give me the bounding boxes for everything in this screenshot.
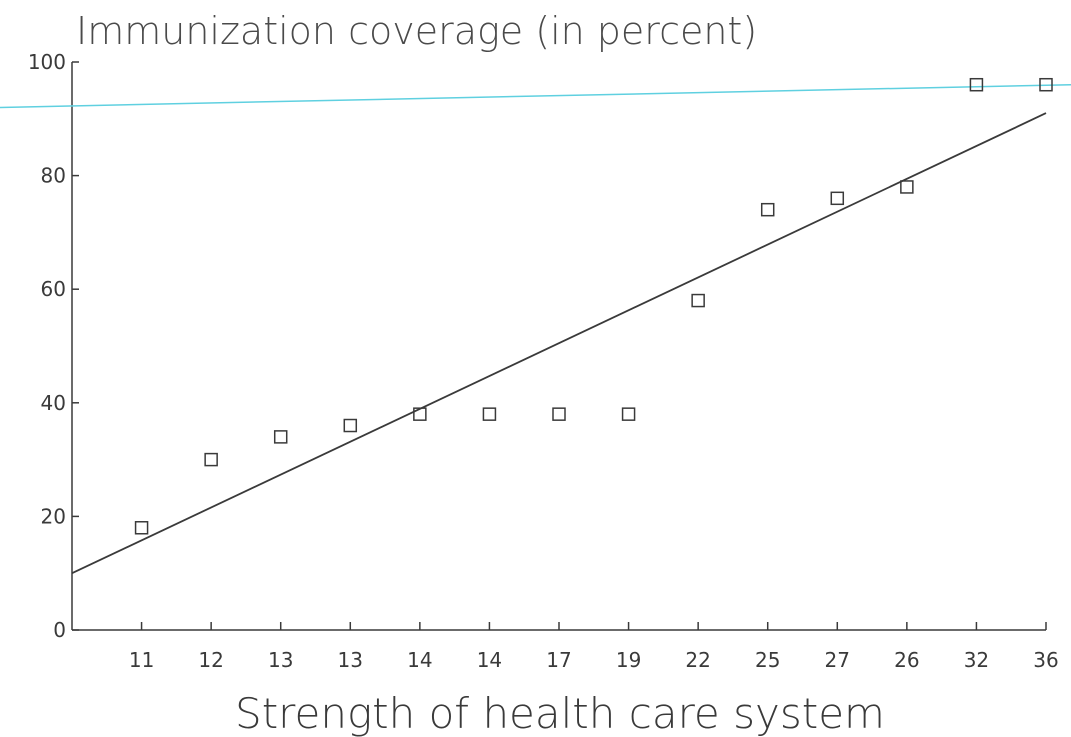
data-point <box>482 407 497 421</box>
x-tick-label: 22 <box>685 648 710 672</box>
x-tick-label: 13 <box>268 648 293 672</box>
data-point <box>134 521 149 535</box>
data-point <box>969 77 984 92</box>
x-tick-label: 19 <box>616 648 641 672</box>
y-tick-label: 100 <box>28 50 66 74</box>
y-tick-label: 20 <box>41 504 66 528</box>
x-tick-label: 14 <box>407 648 432 672</box>
chart-title: Immunization coverage (in percent) <box>76 9 757 53</box>
y-axis-ticks: 0 20 40 60 80 100 <box>28 50 79 642</box>
data-point <box>1039 77 1053 92</box>
x-tick-label: 26 <box>894 648 919 672</box>
y-tick-label: 0 <box>53 618 66 642</box>
y-tick-label: 40 <box>41 391 66 415</box>
data-point <box>900 180 914 194</box>
x-tick-label: 13 <box>338 648 363 672</box>
x-axis-label: Strength of health care system <box>235 689 885 737</box>
data-point <box>830 191 845 206</box>
data-point <box>343 418 358 433</box>
x-tick-label: 14 <box>477 648 502 672</box>
x-tick-label: 17 <box>546 648 571 672</box>
x-tick-label: 36 <box>1033 648 1058 672</box>
y-tick-label: 60 <box>41 277 66 301</box>
x-tick-label: 27 <box>825 648 850 672</box>
data-point <box>413 407 427 421</box>
data-point <box>621 407 636 421</box>
reference-line <box>0 83 1071 109</box>
x-tick-label: 11 <box>129 648 154 672</box>
x-tick-label: 32 <box>964 648 989 672</box>
x-tick-label: 25 <box>755 648 780 672</box>
x-tick-label: 12 <box>198 648 223 672</box>
data-point <box>691 293 705 308</box>
data-point <box>760 202 775 217</box>
data-point <box>273 430 288 444</box>
data-point <box>204 452 218 467</box>
y-tick-label: 80 <box>41 164 66 188</box>
data-points <box>134 77 1053 535</box>
trend-line <box>71 112 1047 575</box>
data-point <box>552 407 566 421</box>
x-axis-ticks: 11 12 13 13 14 14 17 19 22 25 27 26 32 36 <box>129 622 1059 672</box>
